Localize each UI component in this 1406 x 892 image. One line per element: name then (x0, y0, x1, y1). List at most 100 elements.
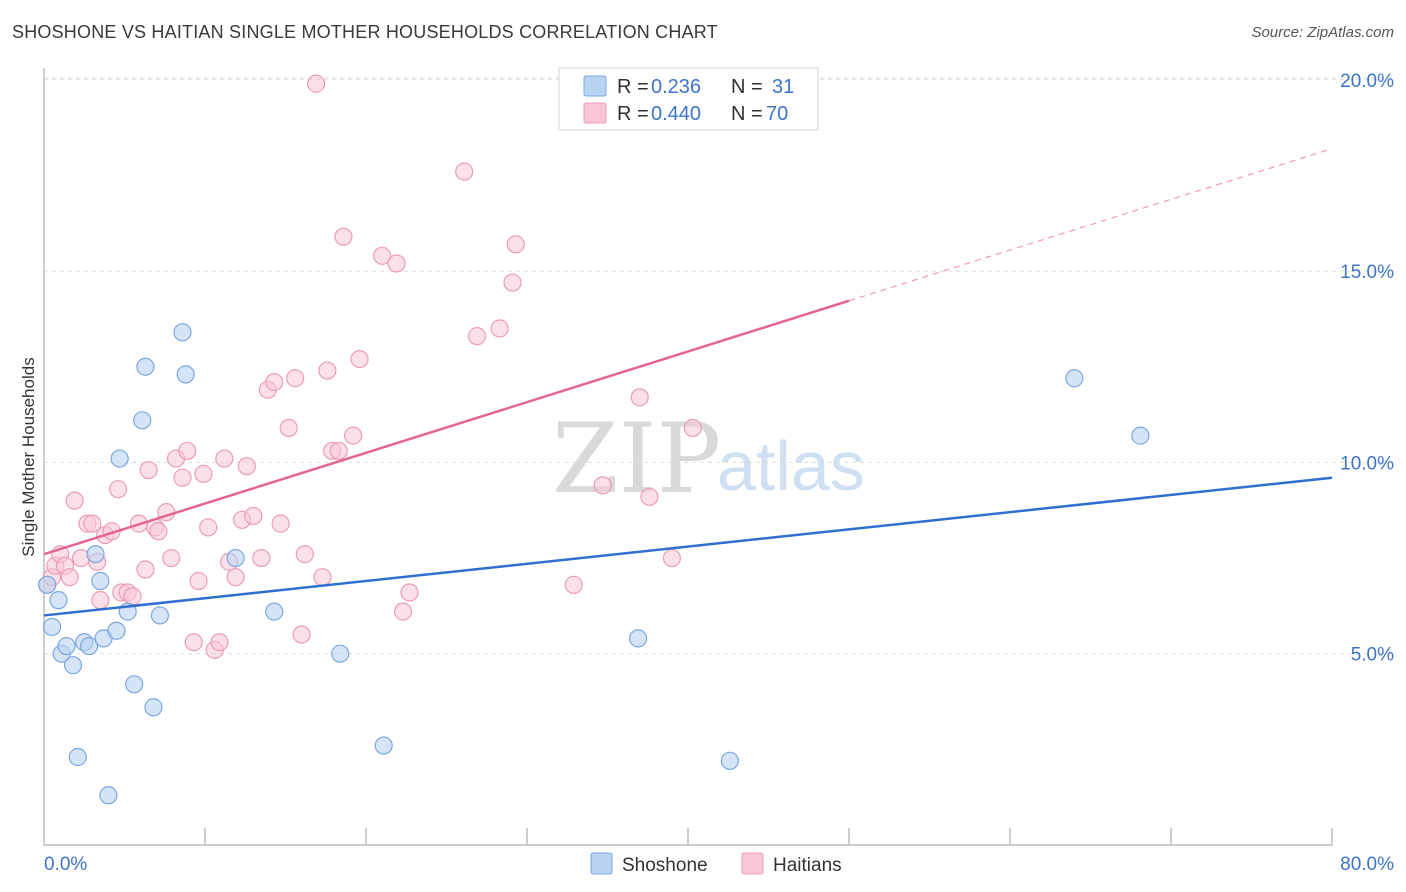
haitian-point-67 (630, 388, 649, 407)
haitian-point-45 (286, 369, 305, 388)
legend-swatch-shoshone (583, 75, 607, 97)
haitian-point-26 (173, 468, 192, 487)
haitian-point-42 (265, 372, 284, 392)
haitian-point-22 (149, 522, 168, 541)
haitian-point-48 (306, 74, 326, 93)
haitian-point-19 (136, 560, 155, 579)
chart-title: SHOSHONE VS HAITIAN SINGLE MOTHER HOUSEH… (12, 22, 718, 42)
source-credit: Source: ZipAtlas.com (1251, 24, 1394, 41)
haitian-point-27 (178, 441, 197, 461)
shoshone-trend-line (43, 476, 1333, 617)
shoshone-point-28 (720, 751, 739, 770)
y-axis-title: Single Mother Households (19, 357, 38, 556)
haitian-point-49 (313, 568, 332, 587)
shoshone-point-10 (91, 571, 110, 591)
shoshone-point-4 (57, 636, 76, 656)
y-tick-label-15: 15.0% (1340, 262, 1394, 283)
shoshone-point-19 (144, 698, 163, 717)
haitian-point-20 (139, 460, 158, 480)
x-axis-ticks (204, 828, 1333, 845)
haitian-point-55 (350, 349, 369, 369)
y-axis-tick-labels: 5.0% 10.0% 15.0% 20.0% (1340, 71, 1394, 666)
haitian-point-61 (467, 327, 487, 346)
haitian-point-33 (210, 633, 229, 652)
haitian-point-65 (564, 575, 583, 594)
shoshone-point-9 (86, 545, 105, 564)
legend-n-label-shoshone: N = (731, 76, 763, 98)
shoshone-point-20 (150, 606, 170, 625)
haitian-point-29 (189, 571, 208, 591)
haitian-point-60 (455, 162, 474, 181)
haitian-point-64 (506, 235, 525, 254)
haitian-point-54 (344, 426, 363, 445)
shoshone-point-5 (63, 656, 83, 675)
shoshone-point-27 (628, 629, 648, 648)
shoshone-point-25 (331, 644, 350, 663)
haitian-point-24 (162, 548, 181, 568)
y-tick-label-20: 20.0% (1340, 71, 1394, 92)
shoshone-point-24 (265, 602, 284, 621)
haitian-point-14 (108, 480, 128, 499)
watermark-atlas: atlas (717, 427, 865, 505)
haitian-point-70 (683, 418, 702, 438)
haitian-point-57 (387, 254, 406, 273)
shoshone-point-12 (99, 786, 118, 805)
haitian-point-46 (292, 625, 311, 644)
haitian-point-30 (194, 464, 213, 483)
y-tick-label-5: 5.0% (1351, 645, 1394, 666)
haitian-point-47 (295, 545, 314, 564)
legend-r-value-shoshone: 0.236 (651, 76, 701, 98)
haitian-point-39 (244, 506, 263, 526)
shoshone-point-26 (374, 736, 393, 755)
grid-lines (44, 77, 1394, 655)
shoshone-point-17 (133, 411, 152, 430)
y-tick-label-10: 10.0% (1340, 453, 1394, 474)
legend-n-value-shoshone: 31 (772, 76, 794, 98)
x-tick-label-min: 0.0% (44, 854, 87, 875)
shoshone-point-18 (136, 357, 155, 376)
haitian-point-62 (490, 319, 509, 338)
haitian-point-6 (65, 491, 84, 510)
haitian-point-36 (226, 568, 245, 587)
haitian-point-68 (640, 487, 659, 506)
bottom-legend-swatch-haitians (741, 852, 764, 875)
shoshone-point-21 (173, 323, 192, 342)
shoshone-point-29 (1065, 369, 1084, 388)
haitian-point-56 (373, 246, 392, 265)
haitian-point-9 (83, 514, 102, 533)
series-legend: Shoshone Haitians (590, 852, 842, 876)
shoshone-point-8 (79, 636, 99, 656)
shoshone-point-30 (1131, 426, 1150, 445)
shoshone-points (38, 323, 1150, 805)
shoshone-point-16 (125, 675, 144, 694)
legend-r-label-shoshone: R = (617, 76, 649, 98)
bottom-legend-label-haitians: Haitians (773, 855, 842, 876)
x-tick-label-max: 80.0% (1340, 854, 1394, 875)
haitian-point-43 (271, 514, 290, 533)
legend-n-label-haitians: N = (731, 103, 763, 125)
shoshone-point-23 (226, 548, 245, 568)
bottom-legend-label-shoshone: Shoshone (622, 855, 708, 876)
bottom-legend-swatch-shoshone (590, 852, 613, 875)
shoshone-point-2 (49, 591, 68, 610)
legend-r-label-haitians: R = (617, 103, 649, 125)
shoshone-point-13 (107, 621, 126, 640)
shoshone-point-1 (42, 617, 62, 637)
haitian-point-31 (199, 518, 218, 537)
haitian-point-63 (503, 273, 522, 292)
legend-swatch-haitians (583, 102, 607, 124)
haitian-point-44 (279, 418, 298, 438)
haitian-point-58 (393, 602, 413, 621)
legend-n-value-haitians: 70 (766, 103, 788, 125)
haitian-point-38 (237, 457, 256, 476)
haitian-point-40 (252, 548, 271, 568)
correlation-legend: R = 0.236 N = 31 R = 0.440 N = 70 (558, 67, 819, 131)
shoshone-point-6 (68, 747, 87, 767)
legend-r-value-haitians: 0.440 (651, 103, 701, 125)
shoshone-point-0 (38, 575, 57, 594)
haitian-point-50 (318, 361, 337, 380)
trend-lines (43, 148, 1333, 617)
haitian-point-17 (123, 587, 142, 606)
haitian-point-34 (215, 449, 234, 468)
